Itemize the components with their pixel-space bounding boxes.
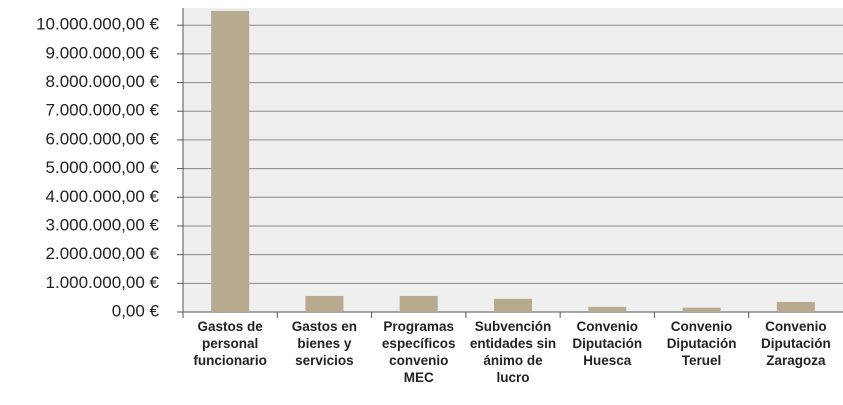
x-tick-label: Convenio Diputación Teruel [666,319,737,368]
x-tick-label: Subvención entidades sin ánimo de lucro [469,319,557,385]
x-tick-label: Convenio Diputación Huesca [572,319,643,368]
y-tick-label: 6.000.000,00 € [46,129,160,148]
x-tick-label: Convenio Diputación Zaragoza [760,319,831,368]
plot-background [183,8,843,312]
bar [211,10,250,313]
x-tick-label: Gastos en bienes y servicios [291,319,358,368]
y-tick-label: 2.000.000,00 € [46,244,160,263]
y-tick-label: 0,00 € [112,301,160,320]
x-tick-label: Programas específicos convenio MEC [381,319,456,385]
y-tick-label: 4.000.000,00 € [46,187,160,206]
y-tick-label: 10.000.000,00 € [36,15,159,34]
bar [682,307,721,312]
bar [588,306,627,312]
y-tick-label: 3.000.000,00 € [46,215,160,234]
y-tick-label: 9.000.000,00 € [46,43,160,62]
bar [305,295,344,312]
x-tick-label: Gastos de personal funcionario [193,319,267,368]
y-tick-label: 8.000.000,00 € [46,72,160,91]
y-tick-label: 1.000.000,00 € [46,273,160,292]
bar [776,301,815,312]
bar [494,298,532,312]
y-tick-label: 5.000.000,00 € [46,158,160,177]
bar [399,295,438,312]
y-tick-label: 7.000.000,00 € [46,101,160,120]
